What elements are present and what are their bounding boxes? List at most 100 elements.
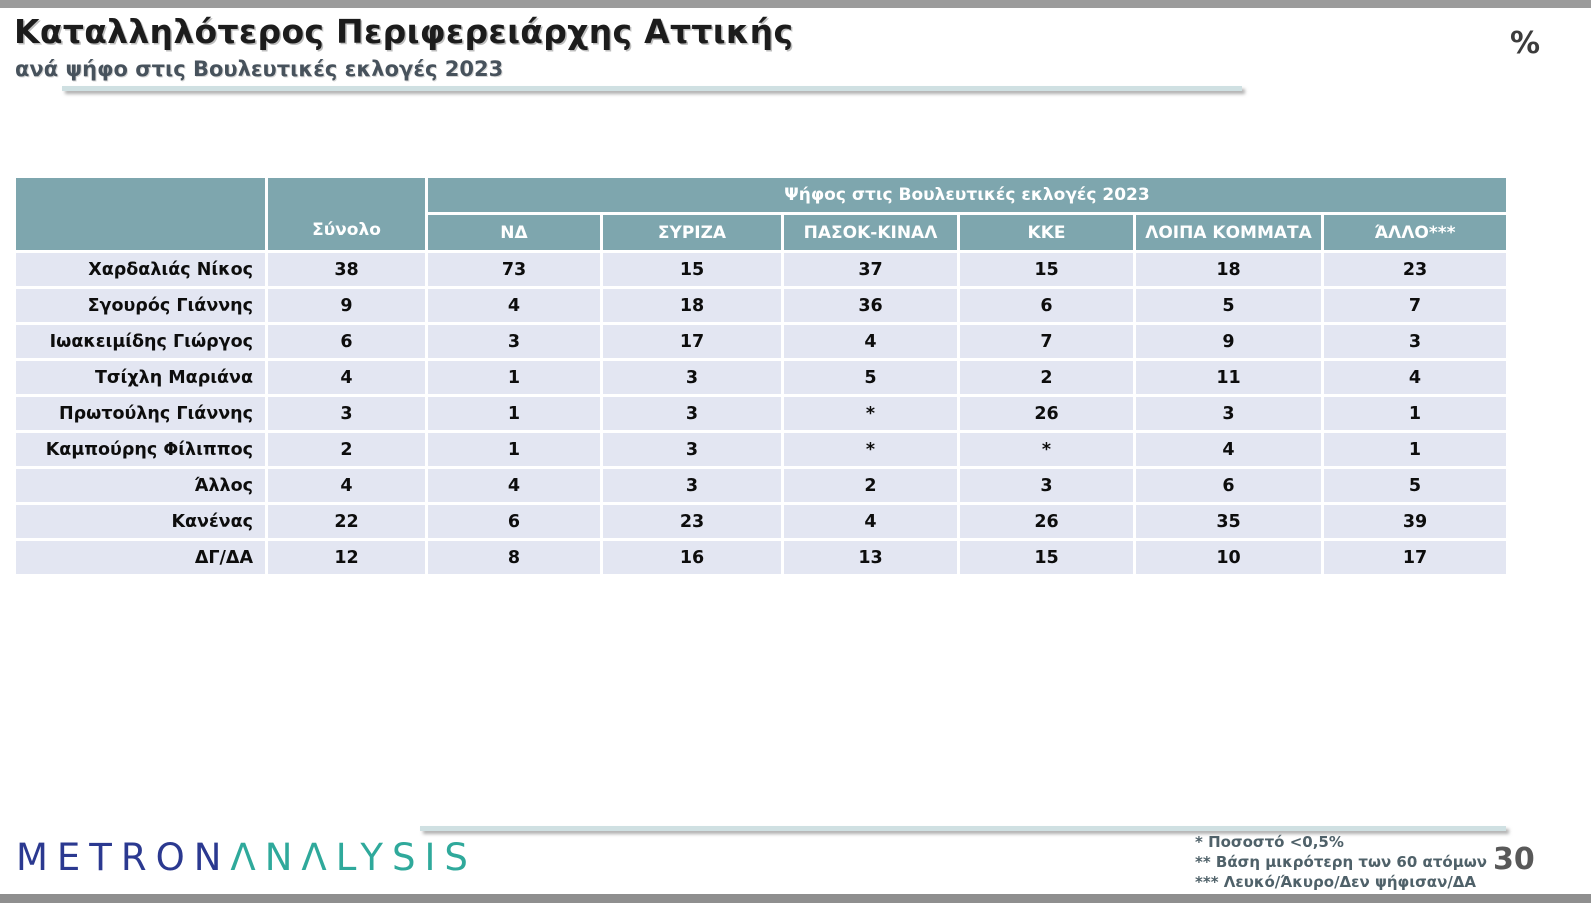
cell-value: 36 xyxy=(781,286,960,325)
results-table: Σύνολο Ψήφος στις Βουλευτικές εκλογές 20… xyxy=(13,175,1509,577)
cell-value: 1 xyxy=(425,430,603,469)
metron-analysis-logo: METRONΛNΛLYSIS xyxy=(16,836,477,879)
cell-value: 73 xyxy=(425,250,603,289)
table-row: Ιωακειμίδης Γιώργος 6 3 17 4 7 9 3 xyxy=(13,322,1509,361)
cell-value: 7 xyxy=(1321,286,1509,325)
cell-value: 9 xyxy=(1133,322,1324,361)
cell-value: 2 xyxy=(781,466,960,505)
cell-value: 4 xyxy=(425,286,603,325)
footer-divider xyxy=(420,826,1506,831)
cell-value: 15 xyxy=(957,538,1136,577)
title-divider xyxy=(62,86,1242,91)
cell-value: 39 xyxy=(1321,502,1509,541)
cell-value: * xyxy=(957,430,1136,469)
cell-value: 4 xyxy=(1321,358,1509,397)
cell-value: 38 xyxy=(265,250,428,289)
cell-value: 1 xyxy=(425,394,603,433)
cell-value: 4 xyxy=(781,322,960,361)
table-row: Πρωτούλης Γιάννης 3 1 3 * 26 3 1 xyxy=(13,394,1509,433)
cell-value: 1 xyxy=(1321,430,1509,469)
footnotes: * Ποσοστό <0,5% ** Βάση μικρότερη των 60 … xyxy=(1195,833,1487,892)
cell-value: 3 xyxy=(600,430,784,469)
cell-value: 6 xyxy=(957,286,1136,325)
cell-value: 2 xyxy=(957,358,1136,397)
page-title: Καταλληλότερος Περιφερειάρχης Αττικής xyxy=(14,12,794,51)
cell-value: 7 xyxy=(957,322,1136,361)
cell-value: 15 xyxy=(600,250,784,289)
cell-value: 17 xyxy=(600,322,784,361)
cell-value: 4 xyxy=(265,466,428,505)
row-label: Κανένας xyxy=(13,502,268,541)
group-header-row: Σύνολο Ψήφος στις Βουλευτικές εκλογές 20… xyxy=(13,175,1509,253)
footnote: * Ποσοστό <0,5% xyxy=(1195,833,1344,851)
cell-value: 3 xyxy=(1133,394,1324,433)
cell-value: * xyxy=(781,394,960,433)
cell-value: 6 xyxy=(265,322,428,361)
cell-value: 4 xyxy=(265,358,428,397)
cell-value: 8 xyxy=(425,538,603,577)
cell-value: * xyxy=(781,430,960,469)
table-row: Καμπούρης Φίλιππος 2 1 3 * * 4 1 xyxy=(13,430,1509,469)
cell-value: 3 xyxy=(957,466,1136,505)
cell-value: 11 xyxy=(1133,358,1324,397)
cell-value: 3 xyxy=(600,358,784,397)
group-header: Ψήφος στις Βουλευτικές εκλογές 2023 xyxy=(425,175,1509,215)
logo-part-analysis: ΛNΛLYSIS xyxy=(230,836,477,879)
row-label: Πρωτούλης Γιάννης xyxy=(13,394,268,433)
table-row: Σγουρός Γιάννης 9 4 18 36 6 5 7 xyxy=(13,286,1509,325)
cell-value: 3 xyxy=(600,466,784,505)
column-header: ΛΟΙΠΑ ΚΟΜΜΑΤΑ xyxy=(1133,212,1324,253)
cell-value: 3 xyxy=(1321,322,1509,361)
column-header: ΆΛΛΟ*** xyxy=(1321,212,1509,253)
cell-value: 37 xyxy=(781,250,960,289)
row-label: Ιωακειμίδης Γιώργος xyxy=(13,322,268,361)
logo-part-metron: METRON xyxy=(16,836,231,879)
cell-value: 6 xyxy=(1133,466,1324,505)
percent-unit-label: % xyxy=(1510,26,1541,61)
column-header: ΠΑΣΟΚ-ΚΙΝΑΛ xyxy=(781,212,960,253)
top-frame-bar xyxy=(0,0,1591,8)
table-header: Σύνολο Ψήφος στις Βουλευτικές εκλογές 20… xyxy=(13,175,1509,253)
cell-value: 9 xyxy=(265,286,428,325)
cell-value: 4 xyxy=(1133,430,1324,469)
table-body: Χαρδαλιάς Νίκος 38 73 15 37 15 18 23 Σγουρός Γιά… xyxy=(13,250,1509,577)
cell-value: 5 xyxy=(1321,466,1509,505)
cell-value: 12 xyxy=(265,538,428,577)
row-label: ΔΓ/ΔΑ xyxy=(13,538,268,577)
table-row: Κανένας 22 6 23 4 26 35 39 xyxy=(13,502,1509,541)
row-label: Άλλος xyxy=(13,466,268,505)
cell-value: 26 xyxy=(957,502,1136,541)
row-label: Καμπούρης Φίλιππος xyxy=(13,430,268,469)
bottom-frame-bar xyxy=(0,894,1591,903)
table-row: Τσίχλη Μαριάνα 4 1 3 5 2 11 4 xyxy=(13,358,1509,397)
cell-value: 5 xyxy=(781,358,960,397)
table-row: Χαρδαλιάς Νίκος 38 73 15 37 15 18 23 xyxy=(13,250,1509,289)
cell-value: 26 xyxy=(957,394,1136,433)
cell-value: 5 xyxy=(1133,286,1324,325)
cell-value: 6 xyxy=(425,502,603,541)
row-label: Χαρδαλιάς Νίκος xyxy=(13,250,268,289)
cell-value: 3 xyxy=(265,394,428,433)
page-subtitle: ανά ψήφο στις Βουλευτικές εκλογές 2023 xyxy=(15,57,504,81)
cell-value: 4 xyxy=(781,502,960,541)
cell-value: 16 xyxy=(600,538,784,577)
page-number: 30 xyxy=(1493,842,1535,877)
column-header: ΝΔ xyxy=(425,212,603,253)
cell-value: 15 xyxy=(957,250,1136,289)
table-row: ΔΓ/ΔΑ 12 8 16 13 15 10 17 xyxy=(13,538,1509,577)
cell-value: 3 xyxy=(425,322,603,361)
vote-columns-row: ΝΔ ΣΥΡΙΖΑ ΠΑΣΟΚ-ΚΙΝΑΛ ΚΚΕ ΛΟΙΠΑ ΚΟΜΜΑΤΑ ΆΛΛΟ*… xyxy=(15,212,1509,253)
cell-value: 2 xyxy=(265,430,428,469)
cell-value: 35 xyxy=(1133,502,1324,541)
cell-value: 13 xyxy=(781,538,960,577)
column-header-total: Σύνολο xyxy=(265,175,428,253)
cell-value: 4 xyxy=(425,466,603,505)
cell-value: 17 xyxy=(1321,538,1509,577)
column-header: ΣΥΡΙΖΑ xyxy=(600,212,784,253)
row-label: Τσίχλη Μαριάνα xyxy=(13,358,268,397)
cell-value: 10 xyxy=(1133,538,1324,577)
cell-value: 23 xyxy=(600,502,784,541)
cell-value: 22 xyxy=(265,502,428,541)
footnote: *** Λευκό/Άκυρο/Δεν ψήφισαν/ΔΑ xyxy=(1195,872,1477,891)
